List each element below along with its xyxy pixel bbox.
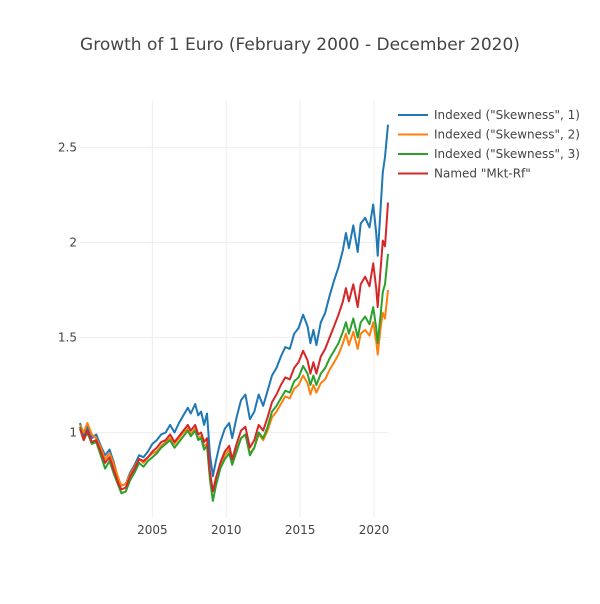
y-tick-label: 1 [69,426,77,440]
legend-label: Indexed ("Skewness", 2) [434,128,580,142]
y-tick-label: 2 [69,236,77,250]
series-line-4 [79,202,389,493]
legend-label: Named "Mkt-Rf" [434,167,531,181]
legend-label: Indexed ("Skewness", 3) [434,147,580,161]
legend-item-4[interactable]: Named "Mkt-Rf" [398,167,531,181]
x-tick-label: 2020 [359,523,390,537]
axis-labels: 2005 2010 2015 2020 1 1.5 2 2.5 [58,141,389,538]
series-lines [79,124,389,502]
x-tick-label: 2015 [285,523,316,537]
legend-item-1[interactable]: Indexed ("Skewness", 1) [398,108,580,122]
legend-item-3[interactable]: Indexed ("Skewness", 3) [398,147,580,161]
y-tick-label: 2.5 [58,141,77,155]
x-tick-label: 2010 [211,523,242,537]
legend-item-2[interactable]: Indexed ("Skewness", 2) [398,128,580,142]
series-line-3 [79,253,389,502]
chart-title: Growth of 1 Euro (February 2000 - Decemb… [80,35,520,55]
legend-label: Indexed ("Skewness", 1) [434,108,580,122]
legend[interactable]: Indexed ("Skewness", 1) Indexed ("Skewnes… [398,108,580,181]
y-tick-label: 1.5 [58,331,77,345]
x-tick-label: 2005 [137,523,168,537]
